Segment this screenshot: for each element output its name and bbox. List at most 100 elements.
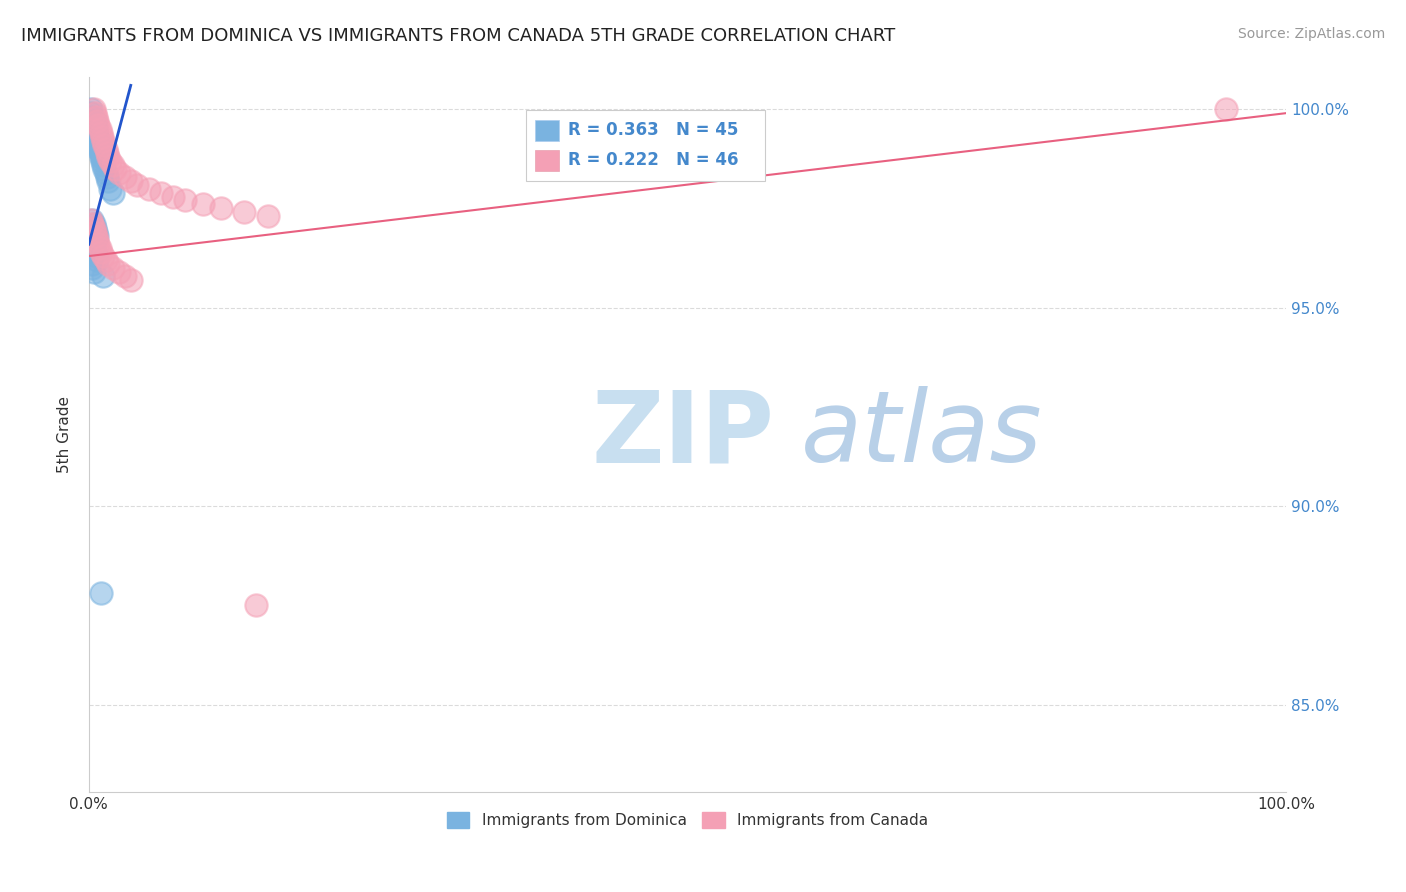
Point bbox=[162, 189, 184, 203]
Point bbox=[83, 241, 105, 255]
Point bbox=[100, 153, 122, 168]
Point bbox=[90, 126, 112, 140]
Point bbox=[86, 137, 108, 152]
Point bbox=[257, 210, 280, 224]
Point bbox=[83, 126, 105, 140]
Point bbox=[93, 137, 115, 152]
Point bbox=[83, 114, 105, 128]
Point bbox=[87, 142, 110, 156]
Point bbox=[80, 106, 103, 120]
Point bbox=[120, 174, 142, 188]
Point bbox=[83, 114, 105, 128]
Point bbox=[100, 181, 122, 195]
Text: atlas: atlas bbox=[801, 386, 1043, 483]
Point bbox=[233, 205, 256, 219]
Point bbox=[83, 106, 105, 120]
Point bbox=[82, 217, 104, 231]
Point bbox=[83, 217, 105, 231]
Point bbox=[97, 174, 120, 188]
Point bbox=[86, 134, 108, 148]
Point bbox=[82, 213, 104, 227]
Point bbox=[84, 249, 107, 263]
Point bbox=[89, 137, 111, 152]
Point bbox=[91, 150, 114, 164]
Point bbox=[82, 110, 104, 124]
Point bbox=[87, 134, 110, 148]
Point bbox=[91, 134, 114, 148]
Point bbox=[114, 169, 136, 184]
FancyBboxPatch shape bbox=[536, 150, 560, 171]
Text: R = 0.363   N = 45: R = 0.363 N = 45 bbox=[568, 120, 738, 138]
Text: ZIP: ZIP bbox=[592, 386, 775, 483]
Point bbox=[82, 237, 104, 252]
Text: R = 0.222   N = 46: R = 0.222 N = 46 bbox=[568, 151, 738, 169]
Point bbox=[97, 257, 120, 271]
Point bbox=[82, 260, 104, 275]
Point bbox=[87, 118, 110, 132]
Point bbox=[107, 166, 129, 180]
Point bbox=[107, 265, 129, 279]
Point bbox=[83, 118, 105, 132]
Point bbox=[101, 186, 124, 200]
Point bbox=[89, 142, 111, 156]
Legend: Immigrants from Dominica, Immigrants from Canada: Immigrants from Dominica, Immigrants fro… bbox=[440, 806, 935, 834]
Point bbox=[125, 178, 148, 192]
Point bbox=[84, 229, 107, 244]
Point bbox=[83, 122, 105, 136]
Point bbox=[101, 158, 124, 172]
Text: IMMIGRANTS FROM DOMINICA VS IMMIGRANTS FROM CANADA 5TH GRADE CORRELATION CHART: IMMIGRANTS FROM DOMINICA VS IMMIGRANTS F… bbox=[21, 27, 896, 45]
Point bbox=[83, 102, 105, 116]
Point bbox=[84, 225, 107, 239]
FancyBboxPatch shape bbox=[536, 120, 560, 141]
Text: Source: ZipAtlas.com: Source: ZipAtlas.com bbox=[1237, 27, 1385, 41]
Point bbox=[91, 249, 114, 263]
Point bbox=[89, 122, 111, 136]
Point bbox=[84, 110, 107, 124]
Point bbox=[97, 150, 120, 164]
Point bbox=[149, 186, 172, 200]
Point bbox=[91, 268, 114, 283]
Point bbox=[90, 586, 112, 600]
Point bbox=[83, 118, 105, 132]
Point bbox=[90, 245, 112, 260]
Point bbox=[245, 599, 267, 613]
Point bbox=[87, 237, 110, 252]
Point bbox=[101, 260, 124, 275]
Point bbox=[86, 229, 108, 244]
Point bbox=[83, 265, 105, 279]
Point bbox=[114, 268, 136, 283]
Point bbox=[96, 169, 118, 184]
FancyBboxPatch shape bbox=[526, 110, 765, 181]
Point bbox=[94, 166, 117, 180]
Point bbox=[83, 221, 105, 235]
Point bbox=[91, 158, 114, 172]
Point bbox=[86, 130, 108, 145]
Point bbox=[94, 253, 117, 268]
Point bbox=[94, 142, 117, 156]
Point bbox=[90, 150, 112, 164]
Point bbox=[209, 202, 232, 216]
Point bbox=[80, 102, 103, 116]
Point bbox=[91, 130, 114, 145]
Point bbox=[84, 126, 107, 140]
Point bbox=[82, 257, 104, 271]
Point bbox=[93, 161, 115, 176]
Point bbox=[83, 221, 105, 235]
Point bbox=[86, 114, 108, 128]
Point bbox=[83, 225, 105, 239]
Point bbox=[90, 145, 112, 160]
Point bbox=[104, 161, 127, 176]
Point bbox=[120, 273, 142, 287]
Point bbox=[191, 197, 214, 211]
Point bbox=[86, 253, 108, 268]
Y-axis label: 5th Grade: 5th Grade bbox=[58, 396, 72, 473]
Point bbox=[89, 241, 111, 255]
Point bbox=[87, 137, 110, 152]
Point bbox=[91, 153, 114, 168]
Point bbox=[138, 181, 160, 195]
Point bbox=[80, 213, 103, 227]
Point bbox=[173, 194, 195, 208]
Point bbox=[84, 122, 107, 136]
Point bbox=[1215, 102, 1237, 116]
Point bbox=[96, 145, 118, 160]
